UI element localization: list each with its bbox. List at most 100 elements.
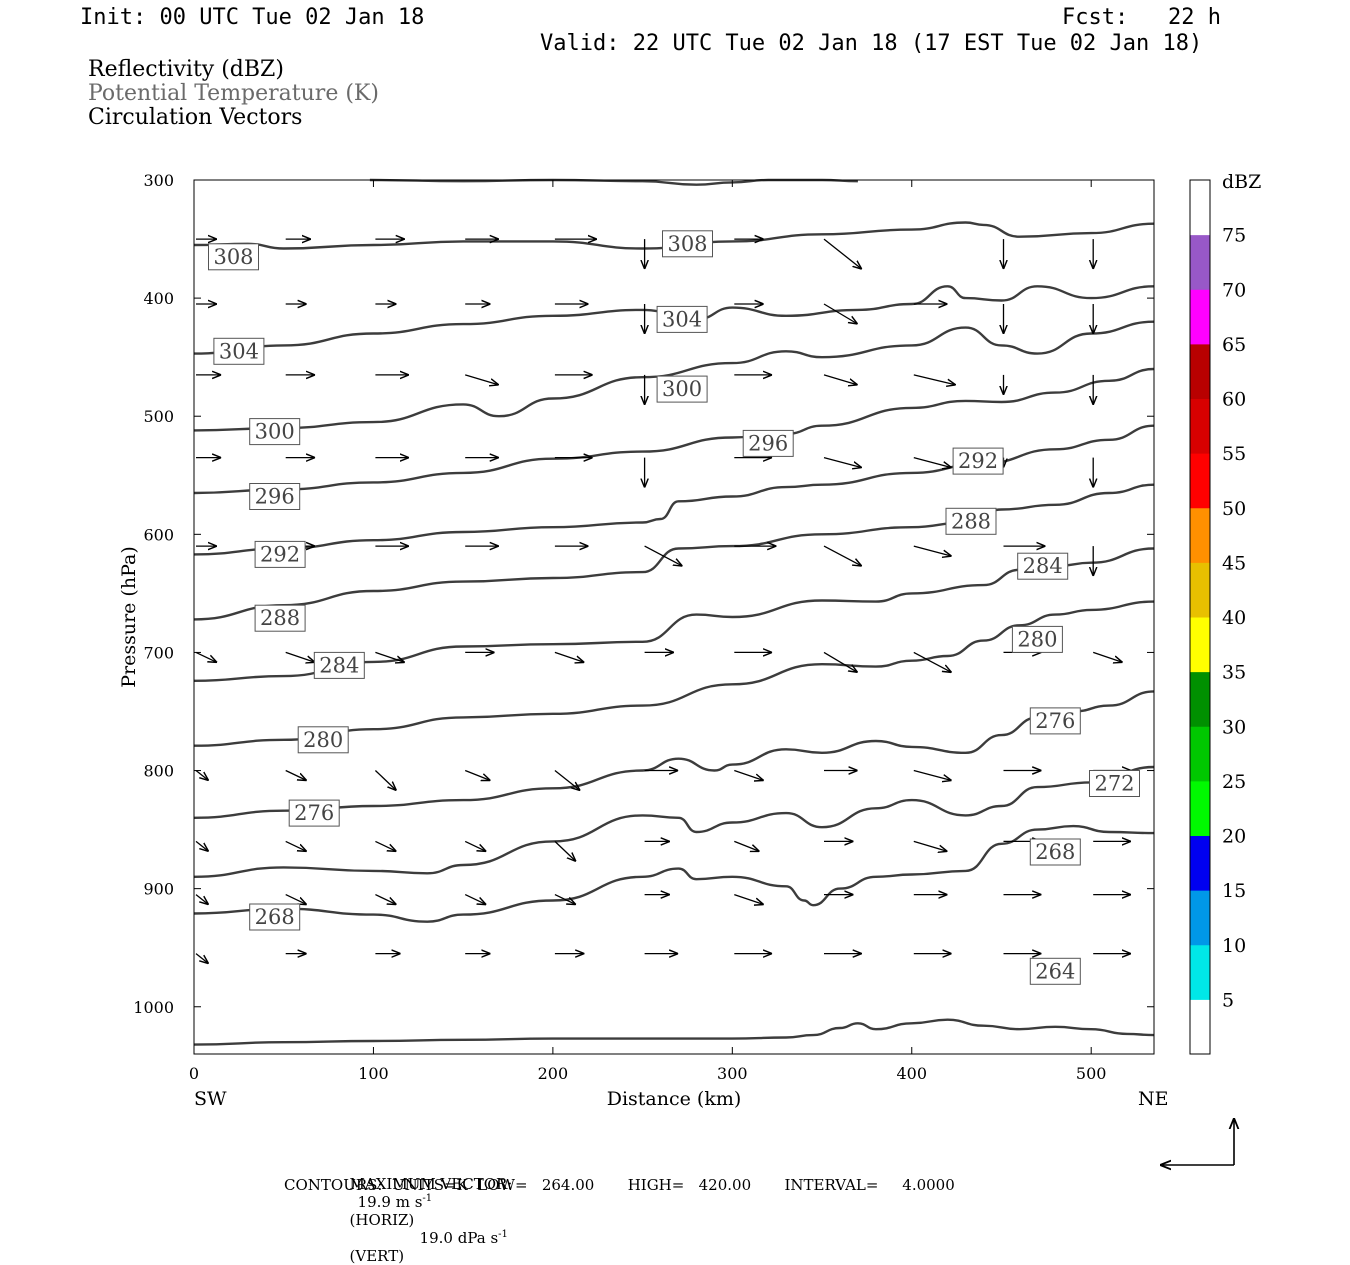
ne-label: NE: [1138, 1088, 1169, 1110]
circulation-vector: [734, 840, 759, 851]
circulation-vector: [195, 840, 209, 851]
contour-label-box: [742, 429, 794, 457]
colorbar-swatch: [1190, 835, 1210, 891]
colorbar-level-label: 5: [1222, 989, 1234, 1011]
colorbar-swatch: [1190, 343, 1210, 400]
forecast-hour: Fcst: 22 h: [1062, 5, 1221, 30]
init-time: Init: 00 UTC Tue 02 Jan 18: [80, 5, 425, 30]
circulation-vector: [823, 545, 862, 566]
circulation-vector: [374, 770, 396, 791]
y-tick-label: 400: [143, 289, 174, 308]
contour-label-box: [1011, 625, 1063, 653]
contour-label-box: [1029, 707, 1081, 735]
contour-label-box: [288, 799, 340, 827]
reference-vector-icon: [1160, 1118, 1234, 1165]
contour-label: 300: [255, 420, 295, 444]
circulation-vector: [554, 651, 584, 662]
circulation-vector: [375, 894, 396, 905]
cross-section-chart: 3083083043043003002962962922922882882842…: [118, 171, 1261, 1200]
y-tick-label: 700: [143, 643, 174, 662]
x-tick-label: 200: [538, 1064, 569, 1083]
circulation-vector: [913, 840, 948, 851]
x-tick-label: 300: [717, 1064, 748, 1083]
contour-label: 300: [662, 377, 702, 401]
field-potential-temperature: Potential Temperature (K): [88, 81, 379, 106]
colorbar-swatch: [1190, 617, 1210, 673]
colorbar-level-label: 10: [1222, 935, 1246, 957]
y-tick-label: 500: [143, 407, 174, 426]
sw-label: SW: [194, 1088, 227, 1110]
theta-contour-304: [193, 285, 1155, 355]
circulation-vector: [195, 894, 209, 905]
circulation-vector: [195, 953, 209, 964]
circulation-vector: [823, 651, 858, 672]
theta-contour-288: [193, 483, 1155, 621]
colorbar-swatch: [1190, 726, 1210, 782]
colorbar-frame: [1189, 179, 1211, 1055]
y-axis-label: Pressure (hPa): [118, 546, 140, 688]
circulation-vector: [285, 840, 307, 851]
contour-label-box: [1029, 838, 1081, 866]
contour-label-box: [313, 651, 365, 679]
max-vector-label: MAXIMUM VECTOR:: [349, 1175, 513, 1193]
contour-label-box: [1029, 957, 1081, 985]
colorbar-swatch: [1190, 453, 1210, 509]
field-circulation-vectors: Circulation Vectors: [88, 105, 303, 130]
plot-frame: [193, 179, 1155, 1055]
y-tick-label: 300: [143, 171, 174, 190]
circulation-vector: [554, 894, 576, 905]
contour-label: 292: [260, 542, 300, 566]
contour-label-box: [1017, 552, 1069, 580]
contour-label: 268: [1035, 840, 1075, 864]
theta-contour-308: [193, 221, 1155, 250]
contour-label-box: [249, 418, 301, 446]
field-reflectivity: Reflectivity (dBZ): [88, 57, 284, 82]
colorbar-swatch: [1190, 562, 1210, 618]
colorbar-level-label: 65: [1222, 334, 1246, 356]
colorbar-swatch: [1190, 944, 1210, 1000]
colorbar-swatch: [1190, 999, 1210, 1055]
x-tick-label: 0: [189, 1064, 199, 1083]
contour-label: 284: [319, 653, 359, 677]
vert-exponent: -1: [498, 1229, 508, 1240]
contour-label-box: [249, 483, 301, 510]
x-tick-label: 100: [358, 1064, 389, 1083]
colorbar-swatch: [1190, 289, 1210, 345]
circulation-vector: [464, 840, 486, 851]
colorbar-level-label: 45: [1222, 552, 1246, 574]
circulation-vector: [823, 374, 858, 385]
colorbar-level-label: 75: [1222, 225, 1246, 247]
circulation-vector: [734, 769, 763, 781]
contour-label-box: [254, 540, 306, 568]
x-tick-label: 500: [1076, 1064, 1107, 1083]
contour-label: 268: [255, 905, 295, 929]
contour-label: 264: [1035, 959, 1075, 983]
x-axis-label: Distance (km): [607, 1088, 742, 1110]
colorbar-swatch: [1190, 780, 1210, 837]
circulation-vector: [644, 545, 683, 566]
x-tick-label: 400: [896, 1064, 927, 1083]
circulation-vector: [913, 374, 956, 385]
contour-label: 304: [662, 307, 702, 331]
contour-label: 308: [213, 245, 253, 269]
circulation-vector: [1092, 651, 1122, 662]
colorbar-swatch: [1190, 671, 1210, 727]
max-horiz-unit: (HORIZ): [349, 1211, 415, 1229]
theta-contour-276: [193, 690, 1155, 819]
circulation-vector: [375, 651, 404, 662]
contour-label-box: [1089, 770, 1140, 797]
y-tick-label: 900: [143, 880, 174, 899]
circulation-vector: [913, 456, 952, 468]
contour-label: 308: [667, 232, 707, 256]
circulation-vector: [375, 840, 396, 851]
colorbar-swatch: [1190, 180, 1210, 236]
horiz-exponent: -1: [422, 1193, 433, 1204]
y-tick-label: 600: [143, 525, 174, 544]
circulation-vector: [823, 303, 858, 324]
contour-label-box: [656, 305, 708, 333]
colorbar-level-label: 50: [1222, 498, 1246, 520]
max-vert-value: 19.0 dPa s: [419, 1229, 499, 1247]
colorbar-level-label: 35: [1222, 662, 1246, 684]
contour-label-box: [213, 337, 265, 365]
contour-label: 296: [255, 485, 295, 509]
